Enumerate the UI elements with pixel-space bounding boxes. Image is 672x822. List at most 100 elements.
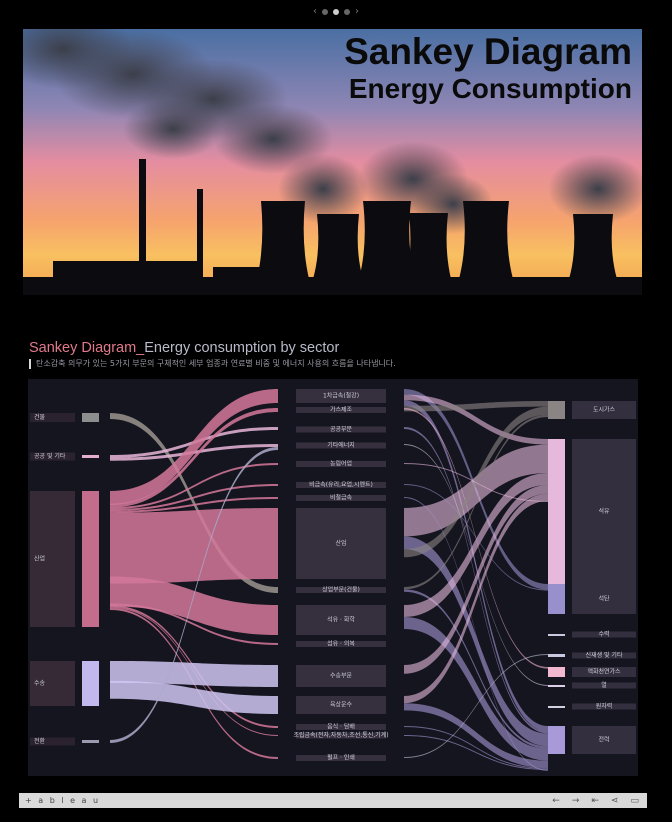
tableau-logo[interactable]: + a b l e a u (25, 796, 101, 805)
fuel-node-6[interactable] (548, 685, 565, 687)
flow-sector-subsector-5[interactable] (110, 463, 278, 510)
fuel-node-7[interactable] (548, 706, 565, 708)
fuel-label-4: 신재생 및 기타 (586, 651, 623, 659)
flow-subsector-fuel-20[interactable] (404, 654, 548, 758)
flow-subsector-fuel-14[interactable] (404, 493, 548, 704)
subsector-node-10[interactable] (296, 641, 386, 647)
flow-sector-subsector-6[interactable] (110, 484, 278, 511)
fuel-label-box-4 (572, 652, 636, 659)
flow-subsector-fuel-13[interactable] (404, 485, 548, 674)
redo-icon[interactable]: → (571, 795, 580, 806)
sankey-canvas[interactable]: 건물 공공 및 기타 산업 수송 전환 1차금속(철강) 가스제조 공공부문 기타에너지 농림어업… (28, 379, 638, 776)
subsector-label-12: 육상운수 (330, 701, 353, 709)
subsector-label-2: 공공부문 (330, 426, 353, 433)
subsector-node-3[interactable] (296, 442, 386, 449)
subsector-label-10: 섬유 · 의복 (327, 640, 355, 648)
flow-sector-subsector-7[interactable] (110, 497, 278, 513)
fuel-node-3[interactable] (548, 634, 565, 636)
sector-label-4: 전환 (34, 737, 46, 745)
subsector-label-9: 석유 · 화학 (327, 616, 355, 624)
flow-subsector-fuel-6[interactable] (404, 444, 548, 537)
flow-subsector-fuel-2[interactable] (404, 400, 548, 732)
sector-node-2[interactable] (82, 491, 99, 627)
subsector-node-9[interactable] (296, 605, 386, 635)
sector-node-0[interactable] (82, 413, 99, 422)
flow-sector-subsector-8[interactable] (110, 508, 278, 584)
subsector-label-13: 음식 · 담배 (327, 723, 355, 731)
subsector-node-11[interactable] (296, 665, 386, 687)
subsector-node-5[interactable] (296, 482, 386, 488)
pager-dot-3[interactable] (344, 9, 350, 15)
hero-title: Sankey Diagram Energy Consumption (344, 32, 632, 104)
subsector-node-13[interactable] (296, 724, 386, 730)
sector-node-4[interactable] (82, 740, 99, 743)
subsector-node-6[interactable] (296, 495, 386, 501)
subsector-node-14[interactable] (296, 732, 386, 739)
fuel-node-5[interactable] (548, 667, 565, 677)
subsector-label-14: 조립금속(전자,자동차,조선,통신,기계) (293, 731, 388, 739)
flow-subsector-fuel-9[interactable] (404, 414, 548, 590)
fuel-label-5: 액화천연가스 (587, 668, 621, 676)
subsector-label-1: 가스제조 (330, 406, 353, 414)
flow-sector-subsector-0[interactable] (110, 413, 278, 593)
subsector-node-8[interactable] (296, 587, 386, 593)
sector-node-3[interactable] (82, 661, 99, 706)
flow-sector-subsector-15[interactable] (110, 680, 278, 714)
chevron-right-icon[interactable]: › (355, 6, 359, 17)
fuel-node-2[interactable] (548, 584, 565, 614)
fuel-node-1[interactable] (548, 439, 565, 584)
share-icon[interactable]: ⋖ (610, 795, 619, 806)
undo-icon[interactable]: ← (552, 795, 560, 806)
revert-icon[interactable]: ⇤ (591, 795, 599, 806)
flow-subsector-fuel-8[interactable] (404, 406, 548, 558)
flow-subsector-fuel-11[interactable] (404, 473, 548, 617)
pager-dot-2[interactable] (333, 9, 339, 15)
fuel-node-4[interactable] (548, 654, 565, 657)
subsector-label-11: 수송부문 (330, 672, 353, 680)
section-title-rest: Energy consumption by sector (144, 340, 340, 356)
subsector-node-4[interactable] (296, 461, 386, 467)
fuel-label-3: 수력 (598, 630, 609, 638)
flow-sector-subsector-3[interactable] (110, 389, 278, 505)
flow-subsector-fuel-17[interactable] (404, 463, 548, 502)
fuel-node-8[interactable] (548, 726, 565, 754)
pager-dot-1[interactable] (322, 9, 328, 15)
subsector-node-1[interactable] (296, 407, 386, 413)
chevron-left-icon[interactable]: ‹ (313, 6, 317, 17)
sector-label-box-3 (30, 661, 75, 706)
flow-subsector-fuel-10[interactable] (404, 589, 548, 749)
subsector-label-6: 비철금속 (330, 494, 353, 502)
hero-title-line-2: Energy Consumption (348, 72, 632, 104)
fuel-label-box-1 (572, 439, 636, 584)
flow-sector-subsector-16[interactable] (110, 447, 278, 743)
flow-subsector-fuel-19[interactable] (404, 735, 548, 770)
flow-subsector-fuel-4[interactable] (404, 408, 548, 669)
flow-sector-subsector-14[interactable] (110, 661, 278, 687)
flow-sector-subsector-4[interactable] (110, 408, 278, 508)
flow-subsector-fuel-12[interactable] (404, 617, 548, 761)
section-subtitle: 탄소감축 의무가 있는 5가지 부문의 구체적인 세부 업종과 연료별 비중 및… (29, 359, 396, 369)
sector-label-0: 건물 (34, 413, 46, 421)
flow-subsector-fuel-18[interactable] (404, 726, 548, 769)
flow-subsector-fuel-21[interactable] (404, 484, 548, 591)
subsector-node-7[interactable] (296, 508, 386, 579)
flow-subsector-fuel-7[interactable] (404, 536, 548, 747)
subsector-node-0[interactable] (296, 389, 386, 403)
flow-subsector-fuel-1[interactable] (404, 394, 548, 445)
subsector-label-0: 1차금속(철강) (323, 392, 359, 400)
tableau-toolbar: + a b l e a u ← → ⇤ ⋖ ▭ (19, 793, 647, 808)
subsector-node-15[interactable] (296, 755, 386, 761)
flow-sector-subsector-9[interactable] (110, 576, 278, 636)
flow-subsector-fuel-16[interactable] (404, 444, 548, 686)
flow-subsector-fuel-22[interactable] (404, 497, 548, 771)
flow-subsector-fuel-15[interactable] (404, 703, 548, 768)
comment-icon[interactable]: ▭ (630, 795, 639, 806)
subsector-node-12[interactable] (296, 696, 386, 714)
flow-subsector-fuel-3[interactable] (404, 401, 548, 412)
subsector-node-2[interactable] (296, 426, 386, 433)
fuel-node-0[interactable] (548, 401, 565, 419)
sector-node-1[interactable] (82, 455, 99, 458)
hero-banner: Sankey Diagram Energy Consumption (23, 29, 642, 295)
flow-sector-subsector-10[interactable] (110, 603, 278, 646)
